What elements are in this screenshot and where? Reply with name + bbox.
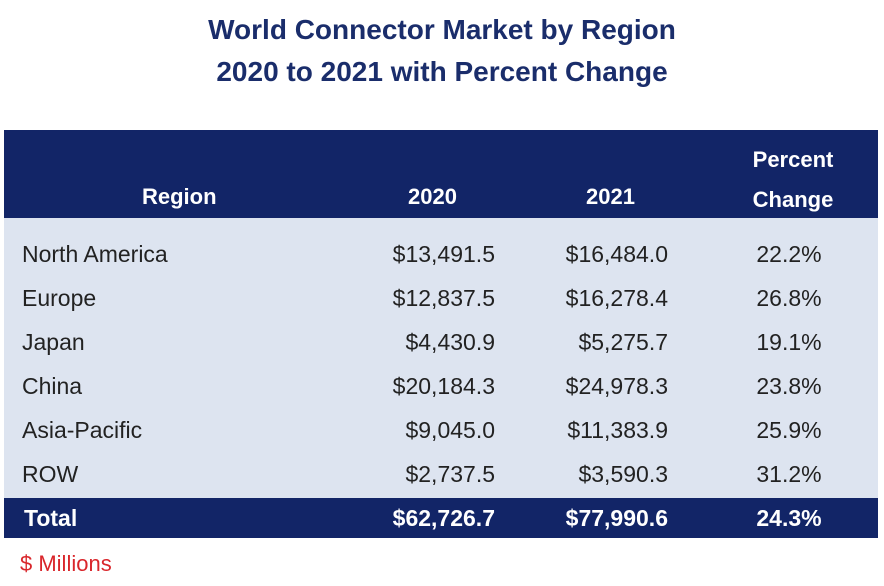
table-row: Europe $12,837.5 $16,278.4 26.8% xyxy=(4,276,878,320)
table-row: ROW $2,737.5 $3,590.3 31.2% xyxy=(4,452,878,496)
header-percent-change: Percent Change xyxy=(738,140,848,220)
cell-percent-change: 22.2% xyxy=(756,241,822,267)
cell-percent-change: 25.9% xyxy=(756,417,822,443)
table-row: Japan $4,430.9 $5,275.7 19.1% xyxy=(4,320,878,364)
table-row: North America $13,491.5 $16,484.0 22.2% xyxy=(4,232,878,276)
cell-2020: $9,045.0 xyxy=(405,417,495,443)
page-title: World Connector Market by Region xyxy=(208,14,676,45)
cell-region: North America xyxy=(22,241,168,267)
table-header: Region 2020 2021 Percent Change xyxy=(4,130,878,218)
cell-percent-change: 23.8% xyxy=(756,373,822,399)
cell-region: ROW xyxy=(22,461,79,487)
table-row: China $20,184.3 $24,978.3 23.8% xyxy=(4,364,878,408)
cell-region: China xyxy=(22,373,83,399)
cell-2021: $5,275.7 xyxy=(578,329,668,355)
total-2021: $77,990.6 xyxy=(565,505,668,531)
cell-2020: $20,184.3 xyxy=(392,373,495,399)
header-2021: 2021 xyxy=(586,184,635,209)
cell-2020: $12,837.5 xyxy=(392,285,495,311)
cell-2021: $24,978.3 xyxy=(565,373,668,399)
cell-percent-change: 31.2% xyxy=(756,461,822,487)
cell-percent-change: 19.1% xyxy=(756,329,822,355)
total-2020: $62,726.7 xyxy=(392,505,495,531)
units-footnote: $ Millions xyxy=(20,551,112,576)
header-percent: Percent xyxy=(752,147,834,172)
header-region: Region xyxy=(142,184,217,209)
cell-region: Europe xyxy=(22,285,97,311)
cell-2020: $13,491.5 xyxy=(392,241,495,267)
total-label: Total xyxy=(24,505,78,531)
cell-2021: $3,590.3 xyxy=(578,461,668,487)
total-row: Total $62,726.7 $77,990.6 24.3% xyxy=(4,498,878,538)
cell-2021: $16,278.4 xyxy=(565,285,668,311)
page-subtitle: 2020 to 2021 with Percent Change xyxy=(216,56,668,87)
table-row: Asia-Pacific $9,045.0 $11,383.9 25.9% xyxy=(4,408,878,452)
header-2020: 2020 xyxy=(408,184,457,209)
total-percent-change: 24.3% xyxy=(756,505,822,531)
cell-2021: $11,383.9 xyxy=(567,417,668,443)
cell-2020: $4,430.9 xyxy=(405,329,495,355)
market-table: Region 2020 2021 Percent Change North Am… xyxy=(4,130,878,538)
cell-region: Asia-Pacific xyxy=(22,417,143,443)
cell-2021: $16,484.0 xyxy=(565,241,668,267)
cell-2020: $2,737.5 xyxy=(405,461,495,487)
header-change: Change xyxy=(752,187,834,212)
cell-percent-change: 26.8% xyxy=(756,285,822,311)
cell-region: Japan xyxy=(22,329,85,355)
